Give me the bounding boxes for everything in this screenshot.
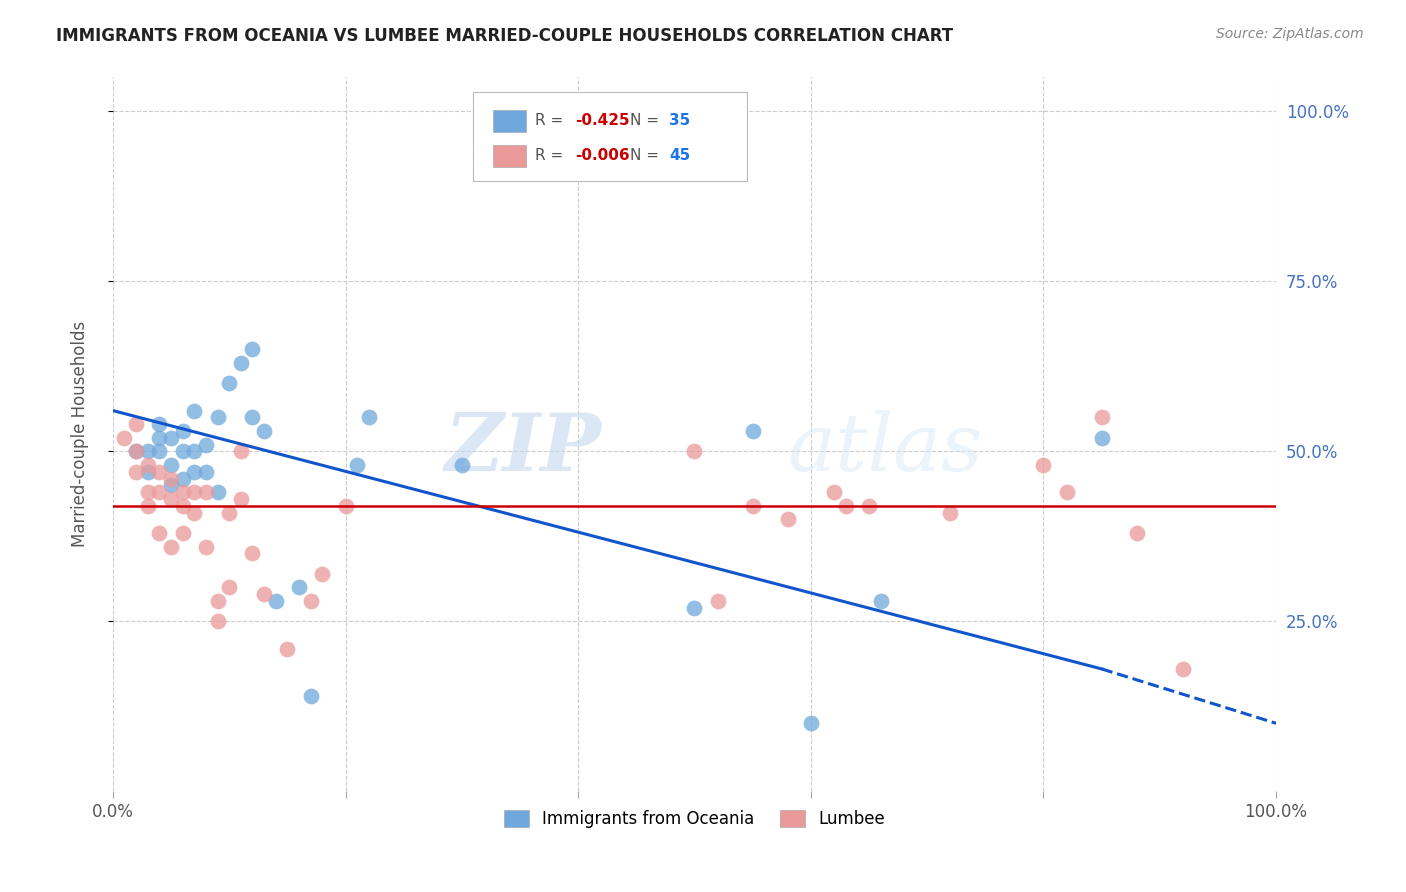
Point — [1032, 458, 1054, 472]
Point — [299, 594, 322, 608]
Text: 35: 35 — [669, 113, 690, 128]
Point — [148, 485, 170, 500]
Text: R =: R = — [536, 113, 568, 128]
Point — [160, 471, 183, 485]
Point — [172, 485, 194, 500]
Point — [160, 540, 183, 554]
Point — [183, 485, 205, 500]
Point — [160, 491, 183, 506]
Point — [114, 431, 136, 445]
Point — [229, 356, 252, 370]
Point — [276, 641, 298, 656]
Point — [207, 485, 229, 500]
Point — [229, 491, 252, 506]
Point — [288, 580, 311, 594]
Text: -0.425: -0.425 — [575, 113, 630, 128]
Point — [160, 478, 183, 492]
Point — [136, 485, 159, 500]
Point — [1125, 525, 1147, 540]
Text: R =: R = — [536, 148, 568, 163]
Text: IMMIGRANTS FROM OCEANIA VS LUMBEE MARRIED-COUPLE HOUSEHOLDS CORRELATION CHART: IMMIGRANTS FROM OCEANIA VS LUMBEE MARRIE… — [56, 27, 953, 45]
Point — [183, 506, 205, 520]
Point — [148, 431, 170, 445]
Text: N =: N = — [630, 113, 665, 128]
Point — [706, 594, 728, 608]
Point — [207, 615, 229, 629]
Point — [1056, 485, 1078, 500]
Point — [1171, 662, 1194, 676]
Point — [218, 376, 240, 391]
Point — [194, 540, 217, 554]
Point — [207, 410, 229, 425]
Text: -0.006: -0.006 — [575, 148, 630, 163]
Point — [136, 465, 159, 479]
FancyBboxPatch shape — [494, 111, 526, 132]
Point — [335, 499, 357, 513]
Point — [800, 716, 823, 731]
Point — [346, 458, 368, 472]
Point — [253, 587, 276, 601]
Point — [450, 458, 472, 472]
Point — [160, 431, 183, 445]
Point — [834, 499, 856, 513]
Point — [1091, 431, 1114, 445]
Point — [939, 506, 962, 520]
Point — [242, 410, 264, 425]
Point — [136, 458, 159, 472]
Point — [125, 444, 148, 458]
Text: ZIP: ZIP — [444, 410, 602, 487]
Point — [183, 403, 205, 417]
Point — [776, 512, 799, 526]
Point — [858, 499, 880, 513]
Point — [1091, 410, 1114, 425]
Point — [357, 410, 380, 425]
Point — [172, 499, 194, 513]
Point — [183, 465, 205, 479]
Text: atlas: atlas — [787, 410, 983, 487]
Point — [172, 424, 194, 438]
Point — [148, 525, 170, 540]
Point — [869, 594, 891, 608]
Point — [218, 506, 240, 520]
Text: Source: ZipAtlas.com: Source: ZipAtlas.com — [1216, 27, 1364, 41]
Point — [148, 444, 170, 458]
Point — [125, 444, 148, 458]
Point — [125, 465, 148, 479]
Point — [148, 417, 170, 432]
Point — [683, 600, 706, 615]
Point — [264, 594, 287, 608]
Point — [741, 424, 763, 438]
Point — [136, 444, 159, 458]
Point — [229, 444, 252, 458]
Point — [172, 471, 194, 485]
Point — [242, 546, 264, 560]
Point — [311, 566, 333, 581]
Point — [253, 424, 276, 438]
Point — [242, 343, 264, 357]
Point — [194, 465, 217, 479]
Point — [148, 465, 170, 479]
Point — [160, 458, 183, 472]
Point — [172, 525, 194, 540]
Point — [172, 444, 194, 458]
Point — [207, 594, 229, 608]
FancyBboxPatch shape — [494, 145, 526, 167]
Point — [183, 444, 205, 458]
Point — [683, 444, 706, 458]
Point — [194, 437, 217, 451]
Point — [125, 417, 148, 432]
Point — [741, 499, 763, 513]
Point — [299, 689, 322, 703]
Legend: Immigrants from Oceania, Lumbee: Immigrants from Oceania, Lumbee — [498, 803, 891, 834]
Point — [136, 499, 159, 513]
FancyBboxPatch shape — [474, 92, 747, 181]
Point — [194, 485, 217, 500]
Text: N =: N = — [630, 148, 665, 163]
Point — [218, 580, 240, 594]
Text: 45: 45 — [669, 148, 690, 163]
Y-axis label: Married-couple Households: Married-couple Households — [72, 321, 89, 548]
Point — [823, 485, 845, 500]
